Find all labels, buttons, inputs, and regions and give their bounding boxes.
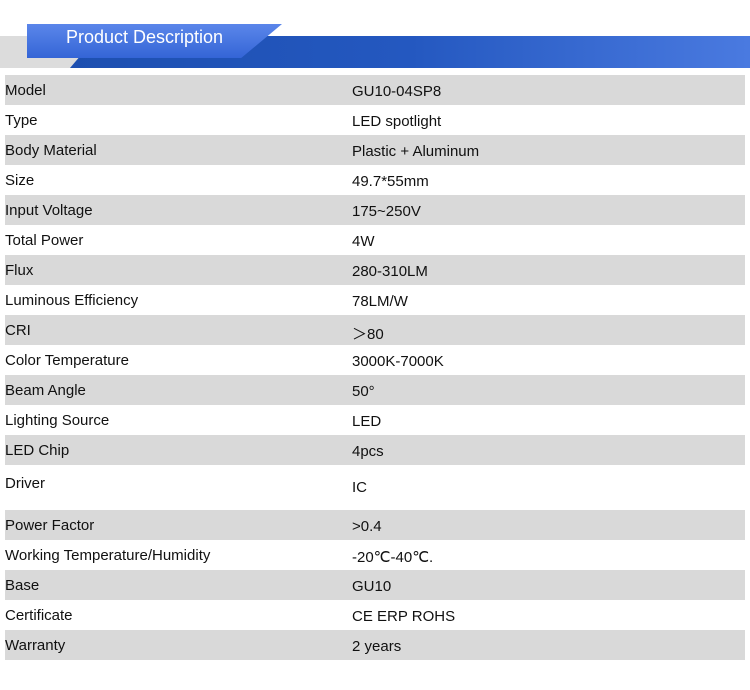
spec-label: LED Chip [5,442,70,459]
spec-value: 280-310LM [352,263,428,280]
spec-value: 2 years [352,638,402,655]
spec-row: Flux 280-310LM [5,255,745,285]
spec-row: Working Temperature/Humidity -20℃-40℃. [5,540,745,570]
spec-row: Base GU10 [5,570,745,600]
spec-label: Driver [5,475,45,492]
spec-row: Lighting Source LED [5,405,745,435]
spec-row: Beam Angle 50° [5,375,745,405]
spec-row: CRI ＞80 [5,315,745,345]
spec-label: Model [5,82,46,99]
spec-value: Plastic + Aluminum [352,143,480,160]
spec-label: Flux [5,262,34,279]
spec-label: Color Temperature [5,352,129,369]
spec-row: Power Factor >0.4 [5,510,745,540]
section-title: Product Description [66,27,224,47]
spec-label: Certificate [5,607,73,624]
spec-value: -20℃-40℃. [352,549,434,566]
spec-label: Input Voltage [5,202,93,219]
spec-value: 4W [352,233,375,250]
spec-row: Warranty 2 years [5,630,745,660]
section-banner: Product Description [0,24,750,68]
spec-value: GU10 [352,578,392,595]
spec-row: Body Material Plastic + Aluminum [5,135,745,165]
banner-tab [27,24,282,58]
spec-row: Driver IC [5,465,745,510]
spec-label: Lighting Source [5,412,110,429]
spec-table: Model GU10-04SP8 Type LED spotlight Body Mat… [5,75,745,660]
spec-row: Total Power 4W [5,225,745,255]
spec-label: Type [5,112,38,129]
spec-label: Luminous Efficiency [5,292,139,309]
spec-row: Certificate CE ERP ROHS [5,600,745,630]
spec-value: CE ERP ROHS [352,608,456,625]
spec-value: ＞80 [352,326,384,343]
spec-value: LED [352,413,382,430]
spec-row: LED Chip 4pcs [5,435,745,465]
spec-value: LED spotlight [352,113,442,130]
spec-value: 50° [352,383,375,400]
spec-label: Warranty [5,637,66,654]
spec-label: Working Temperature/Humidity [5,547,211,564]
spec-value: 175~250V [352,203,421,220]
spec-label: CRI [5,322,31,339]
spec-value: 49.7*55mm [352,173,429,190]
spec-label: Body Material [5,142,97,159]
spec-label: Total Power [5,232,84,249]
spec-label: Beam Angle [5,382,86,399]
spec-value: >0.4 [352,518,382,535]
spec-row: Type LED spotlight [5,105,745,135]
spec-value: 3000K-7000K [352,353,444,370]
spec-label: Size [5,172,35,189]
spec-value: 78LM/W [352,293,408,310]
spec-row: Model GU10-04SP8 [5,75,745,105]
spec-label: Power Factor [5,517,95,534]
spec-value: GU10-04SP8 [352,83,442,100]
spec-row: Size 49.7*55mm [5,165,745,195]
spec-row: Input Voltage 175~250V [5,195,745,225]
spec-row: Color Temperature 3000K-7000K [5,345,745,375]
spec-value: 4pcs [352,443,384,460]
spec-label: Base [5,577,40,594]
spec-value: IC [352,479,367,496]
spec-row: Luminous Efficiency 78LM/W [5,285,745,315]
